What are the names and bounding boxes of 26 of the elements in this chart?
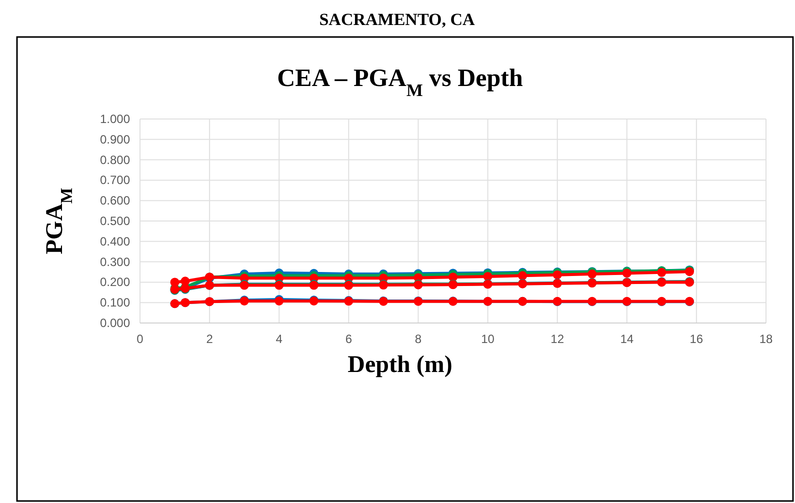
x-tick-label: 0 bbox=[136, 332, 144, 346]
chart-subtitle: CEA – PGA$_{M}$ vs Depth bbox=[277, 65, 523, 100]
y-tick-label: 0.200 bbox=[100, 275, 130, 290]
y-tick-label: 0.900 bbox=[100, 132, 130, 146]
y-tick-label: 0.600 bbox=[100, 194, 130, 208]
y-tick-label: 1.000 bbox=[100, 112, 130, 126]
point bbox=[588, 270, 597, 279]
y-tick-label: 0.500 bbox=[100, 214, 130, 228]
x-tick-label: 18 bbox=[759, 332, 773, 346]
x-tick-label: 10 bbox=[481, 332, 495, 346]
y-tick-label: 0.400 bbox=[100, 234, 130, 248]
x-tick-label: 16 bbox=[690, 332, 704, 346]
x-axis-title: Depth (m) bbox=[348, 352, 452, 378]
y-tick-label: 0.100 bbox=[100, 296, 130, 310]
y-tick-label: 0.700 bbox=[100, 173, 130, 188]
y-tick-label: 0.300 bbox=[100, 254, 130, 269]
chart-title: SACRAMENTO, CA bbox=[319, 10, 476, 29]
x-tick-label: 12 bbox=[550, 332, 564, 346]
y-tick-label: 0.000 bbox=[100, 316, 130, 330]
y-tick-label: 0.800 bbox=[100, 152, 130, 167]
x-tick-label: 4 bbox=[276, 332, 283, 346]
x-tick-label: 8 bbox=[414, 332, 422, 346]
x-tick-label: 6 bbox=[345, 332, 352, 346]
x-tick-label: 14 bbox=[620, 332, 634, 346]
point bbox=[518, 271, 528, 280]
x-tick-label: 2 bbox=[206, 332, 214, 346]
